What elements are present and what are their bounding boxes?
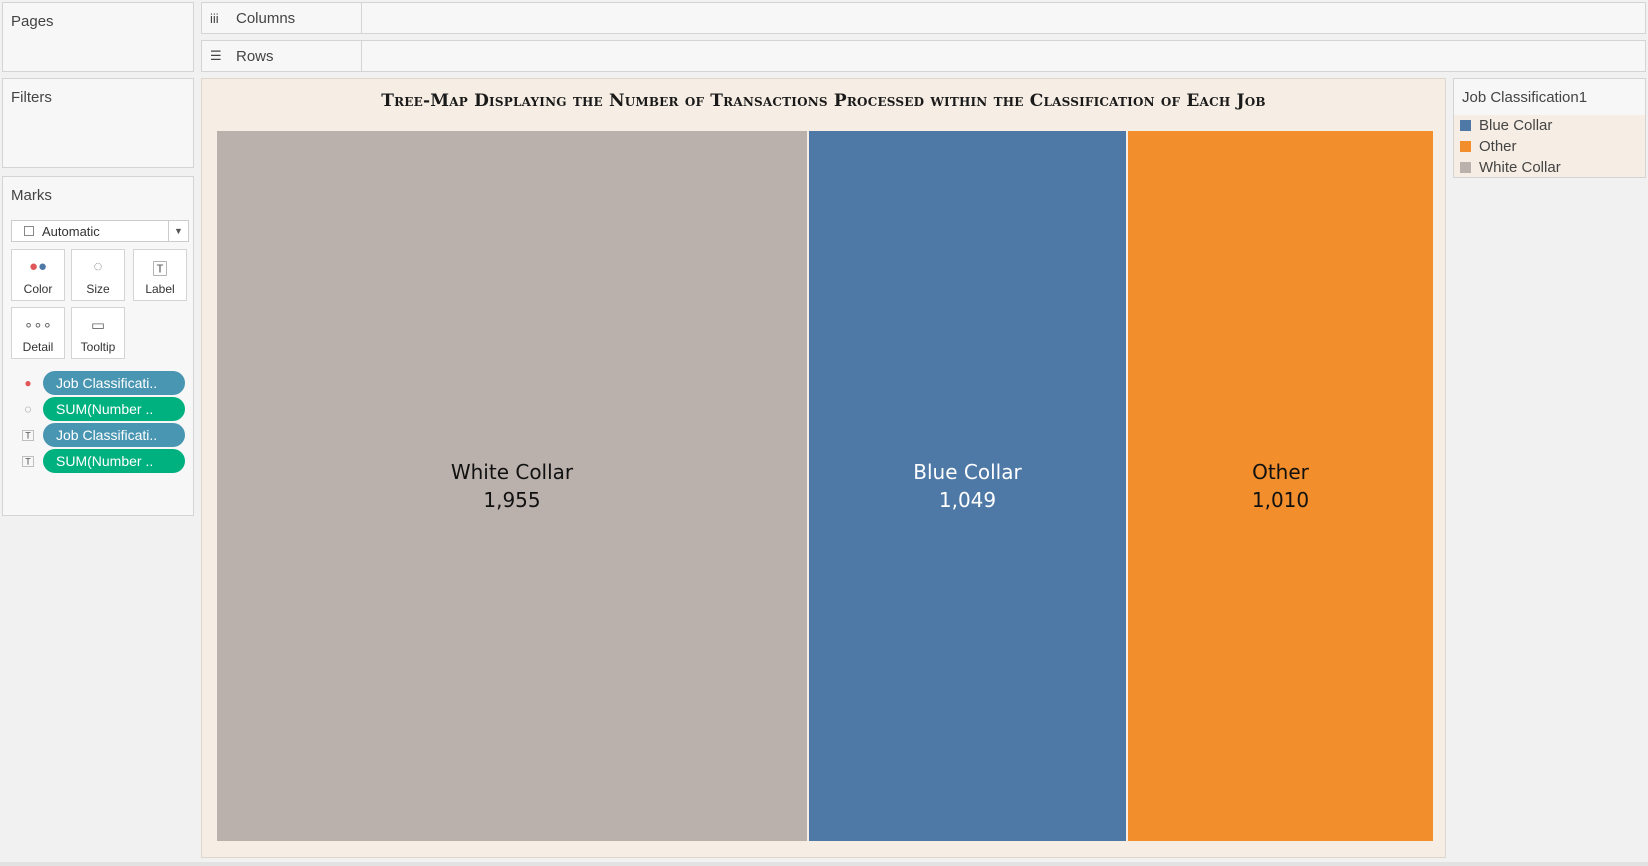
square-icon bbox=[24, 226, 34, 236]
color-icon: ●● bbox=[28, 258, 48, 275]
pill-row-label-1: 🅃 Job Classificati.. bbox=[19, 423, 185, 447]
pages-card[interactable]: Pages bbox=[2, 2, 194, 72]
columns-shelf[interactable]: iii Columns bbox=[201, 2, 1646, 34]
chart-title: Tree-Map Displaying the Number of Transa… bbox=[381, 91, 1266, 111]
color-icon: ● bbox=[24, 376, 32, 390]
legend-item-label: White Collar bbox=[1479, 159, 1561, 176]
size-button-label: Size bbox=[86, 282, 110, 296]
marks-card: Marks Automatic ▼ ●● Color ◌ Size 🅃 Labe… bbox=[2, 176, 194, 516]
columns-icon: iii bbox=[210, 10, 219, 26]
sum-number-size-pill[interactable]: SUM(Number .. bbox=[43, 397, 185, 421]
tile-category-label: White Collar bbox=[450, 460, 574, 484]
speech-bubble-icon: ▭ bbox=[90, 317, 106, 334]
mark-type-dropdown[interactable]: Automatic ▼ bbox=[11, 220, 189, 242]
text-label-icon: 🅃 bbox=[21, 428, 34, 443]
legend-item[interactable]: Other bbox=[1454, 136, 1645, 157]
tooltip-button-label: Tooltip bbox=[80, 340, 116, 354]
sum-number-label-pill[interactable]: SUM(Number .. bbox=[43, 449, 185, 473]
filters-title: Filters bbox=[11, 89, 52, 106]
legend-swatch bbox=[1460, 141, 1471, 152]
tile-category-label: Blue Collar bbox=[913, 460, 1022, 484]
color-button-label: Color bbox=[23, 282, 53, 296]
tile-category-label: Other bbox=[1252, 460, 1309, 484]
text-label-icon: 🅃 bbox=[152, 261, 168, 278]
treemap-view: Tree-Map Displaying the Number of Transa… bbox=[201, 78, 1446, 858]
treemap: White Collar 1,955 Blue Collar 1,049 Other 1,… bbox=[217, 131, 1433, 841]
legend-items: Blue Collar Other White Collar bbox=[1454, 115, 1645, 177]
pill-row-label-2: 🅃 SUM(Number .. bbox=[19, 449, 185, 473]
treemap-tile[interactable]: White Collar 1,955 bbox=[217, 131, 807, 841]
columns-label: Columns bbox=[236, 9, 296, 27]
treemap-tile[interactable]: Other 1,010 bbox=[1128, 131, 1433, 841]
columns-shelf-label: iii Columns bbox=[202, 3, 362, 33]
legend-item[interactable]: Blue Collar bbox=[1454, 115, 1645, 136]
color-legend: Job Classification1 Blue Collar Other Wh… bbox=[1453, 78, 1646, 178]
tooltip-button[interactable]: ▭ Tooltip bbox=[71, 307, 125, 359]
legend-item-label: Blue Collar bbox=[1479, 117, 1553, 134]
rows-shelf[interactable]: ☰ Rows bbox=[201, 40, 1646, 72]
legend-swatch bbox=[1460, 120, 1471, 131]
mark-type-value: Automatic bbox=[42, 223, 100, 239]
label-button[interactable]: 🅃 Label bbox=[133, 249, 187, 301]
chevron-down-icon[interactable]: ▼ bbox=[168, 221, 188, 241]
pages-title: Pages bbox=[11, 13, 54, 30]
detail-button-label: Detail bbox=[22, 340, 54, 354]
size-icon: ◌ bbox=[24, 402, 32, 416]
marks-title: Marks bbox=[11, 187, 52, 204]
job-classification-color-pill[interactable]: Job Classificati.. bbox=[43, 371, 185, 395]
label-button-label: Label bbox=[145, 282, 175, 296]
detail-icon: ∘∘∘ bbox=[23, 317, 53, 334]
rows-label: Rows bbox=[236, 47, 274, 65]
tile-value-label: 1,049 bbox=[938, 488, 997, 512]
tile-value-label: 1,955 bbox=[483, 488, 541, 512]
rows-icon: ☰ bbox=[210, 48, 222, 63]
legend-swatch bbox=[1460, 162, 1471, 173]
legend-title: Job Classification1 bbox=[1462, 89, 1588, 106]
text-label-icon: 🅃 bbox=[21, 454, 34, 469]
filters-card[interactable]: Filters bbox=[2, 78, 194, 168]
size-icon: ◌ bbox=[93, 258, 103, 275]
pill-row-color: ● Job Classificati.. bbox=[19, 371, 185, 395]
detail-button[interactable]: ∘∘∘ Detail bbox=[11, 307, 65, 359]
sheet-tabs-bar bbox=[0, 862, 1648, 866]
legend-item[interactable]: White Collar bbox=[1454, 157, 1645, 178]
color-button[interactable]: ●● Color bbox=[11, 249, 65, 301]
legend-item-label: Other bbox=[1479, 138, 1517, 155]
pill-row-size: ◌ SUM(Number .. bbox=[19, 397, 185, 421]
rows-shelf-label: ☰ Rows bbox=[202, 41, 362, 71]
treemap-tile[interactable]: Blue Collar 1,049 bbox=[809, 131, 1126, 841]
job-classification-label-pill[interactable]: Job Classificati.. bbox=[43, 423, 185, 447]
size-button[interactable]: ◌ Size bbox=[71, 249, 125, 301]
tile-value-label: 1,010 bbox=[1251, 488, 1310, 512]
